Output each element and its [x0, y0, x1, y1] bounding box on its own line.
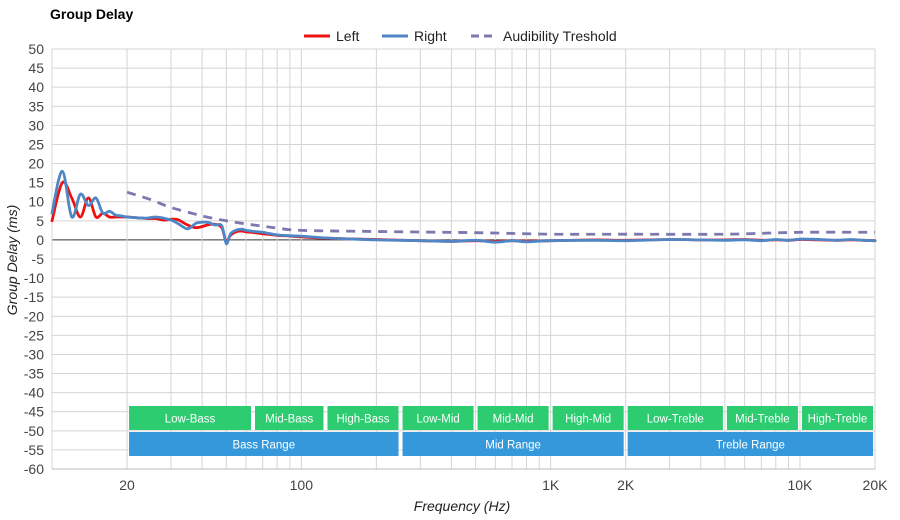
series-lines [50, 169, 877, 246]
y-tick-label: -5 [32, 251, 45, 267]
band-label: Bass Range [232, 440, 295, 452]
x-tick-label: 100 [290, 477, 314, 493]
y-tick-label: 50 [28, 41, 44, 57]
series-line-right [50, 169, 877, 246]
legend-label: Audibility Treshold [503, 28, 617, 44]
band-mid-treble [726, 406, 798, 430]
band-label: Mid-Treble [735, 414, 790, 426]
series-line-audibility-treshold [126, 190, 876, 236]
x-tick-label: 1K [542, 477, 560, 493]
band-high-bass [327, 406, 399, 430]
band-label: Mid-Bass [265, 414, 313, 426]
y-tick-label: -30 [24, 346, 44, 362]
y-tick-label: -20 [24, 308, 44, 324]
y-tick-label: -50 [24, 423, 44, 439]
y-tick-label: -45 [24, 404, 44, 420]
band-label: High-Mid [565, 414, 611, 426]
legend-label: Right [414, 28, 447, 44]
band-mid-range [402, 432, 624, 456]
band-mid-mid [477, 406, 549, 430]
band-label: High-Bass [336, 414, 389, 426]
band-low-bass [129, 406, 251, 430]
y-tick-label: -15 [24, 289, 44, 305]
band-label: Low-Treble [647, 414, 704, 426]
y-tick-label: -40 [24, 385, 44, 401]
x-tick-label: 2K [617, 477, 635, 493]
band-label: Low-Mid [416, 414, 459, 426]
legend: Left Right Audibility Treshold [304, 28, 617, 44]
y-tick-label: 35 [28, 98, 44, 114]
grid [51, 48, 876, 470]
frequency-bands: Low-Bass Mid-Bass High-Bass Low-Mid Mid-Mid H… [129, 406, 873, 456]
y-tick-label: 10 [28, 194, 44, 210]
y-tick-label: 0 [36, 232, 44, 248]
band-high-mid [552, 406, 624, 430]
y-tick-label: 40 [28, 79, 44, 95]
band-low-mid [402, 406, 474, 430]
y-tick-label: -35 [24, 366, 44, 382]
band-low-treble [627, 406, 723, 430]
y-tick-label: -55 [24, 442, 44, 458]
y-axis-title: Group Delay (ms) [4, 205, 20, 315]
x-tick-label: 20K [863, 477, 889, 493]
chart-title: Group Delay [50, 6, 133, 22]
y-tick-label: 15 [28, 175, 44, 191]
band-label: Treble Range [716, 440, 785, 452]
band-high-treble [801, 406, 873, 430]
y-tick-labels: -60-55-50-45-40-35-30-25-20-15-10-505101… [24, 41, 44, 477]
y-tick-label: 25 [28, 136, 44, 152]
x-tick-labels: 20 100 1K 2K 10K 20K [119, 477, 888, 493]
x-tick-label: 10K [787, 477, 813, 493]
y-tick-label: 45 [28, 60, 44, 76]
band-treble-range [627, 432, 873, 456]
y-tick-label: -10 [24, 270, 44, 286]
legend-label: Left [336, 28, 359, 44]
band-label: Mid-Mid [493, 414, 534, 426]
y-tick-label: -25 [24, 327, 44, 343]
band-label: High-Treble [808, 414, 868, 426]
band-mid-bass [254, 406, 324, 430]
x-tick-label: 20 [119, 477, 135, 493]
y-tick-label: 5 [36, 213, 44, 229]
y-tick-label: -60 [24, 461, 44, 477]
y-tick-label: 20 [28, 156, 44, 172]
band-label: Mid Range [485, 440, 541, 452]
band-bass-range [129, 432, 399, 456]
band-label: Low-Bass [165, 414, 216, 426]
y-tick-label: 30 [28, 117, 44, 133]
x-axis-title: Frequency (Hz) [414, 498, 510, 514]
